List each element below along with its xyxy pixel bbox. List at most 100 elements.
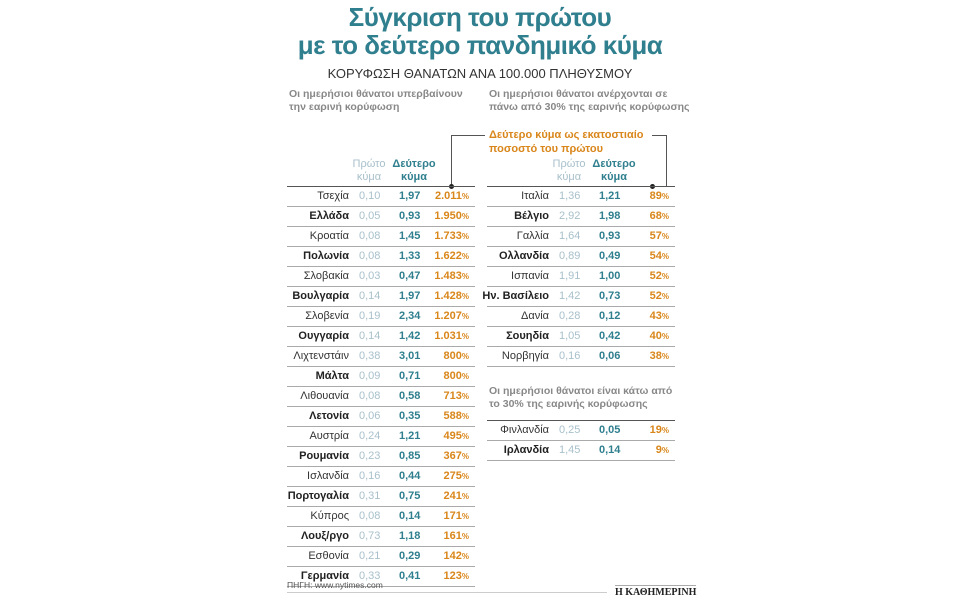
table-row: Ιρλανδία 1,45 0,14 9%: [487, 441, 675, 461]
percent-number: 1.483: [434, 270, 462, 282]
group-label-1-line2: την εαρινή κορύφωση: [289, 101, 400, 113]
second-wave-value: 0,12: [599, 310, 621, 322]
first-wave-value: 2,92: [559, 210, 581, 222]
percent-value: 1.428%: [434, 290, 469, 302]
first-wave-value: 1,42: [559, 290, 581, 302]
percent-number: 1.428: [434, 290, 462, 302]
percent-sign: %: [461, 532, 469, 541]
country-name: Κροατία: [309, 230, 349, 242]
percent-number: 19: [649, 424, 662, 436]
first-wave-value: 0,28: [559, 310, 581, 322]
percent-value: 89%: [650, 190, 669, 202]
second-wave-value: 3,01: [399, 350, 421, 362]
percent-value: 275%: [444, 470, 469, 482]
table-row: Ολλανδία 0,89 0,49 54%: [487, 247, 675, 267]
table-row: Νορβηγία 0,16 0,06 38%: [487, 347, 675, 367]
second-wave-value: 1,00: [599, 270, 621, 282]
footer-divider: [287, 592, 607, 593]
table-row: Μάλτα 0,09 0,71 800%: [287, 367, 475, 387]
country-name: Πορτογαλία: [287, 490, 349, 502]
country-name: Ουγγαρία: [298, 330, 349, 342]
percent-number: 1.950: [434, 210, 462, 222]
table-row: Ισλανδία 0,16 0,44 275%: [287, 467, 475, 487]
country-name: Φινλανδία: [500, 424, 549, 436]
table-row: Ην. Βασίλειο 1,42 0,73 52%: [482, 287, 675, 307]
country-name: Λετονία: [309, 410, 349, 422]
percent-number: 142: [443, 550, 462, 562]
header-first-wave-left: Πρώτο κύμα: [352, 158, 386, 183]
first-wave-value: 0,24: [359, 430, 381, 442]
percent-value: 588%: [444, 410, 469, 422]
percent-value: 38%: [650, 350, 669, 362]
table-row: Γαλλία 1,64 0,93 57%: [487, 227, 675, 247]
percent-number: 171: [443, 510, 462, 522]
header-second-wave-left: Δεύτερο κύμα: [392, 158, 436, 183]
first-wave-value: 0,08: [359, 390, 381, 402]
country-name: Λιθουανία: [300, 390, 349, 402]
percent-number: 713: [443, 390, 462, 402]
second-wave-value: 0,05: [599, 424, 621, 436]
percent-value: 2.011%: [435, 190, 469, 202]
second-wave-value: 0,85: [399, 450, 421, 462]
group-label-3-line1: Οι ημερήσιοι θάνατοι είναι κάτω από: [489, 385, 673, 397]
country-name: Τσεχία: [317, 190, 349, 202]
country-name: Ιρλανδία: [503, 444, 549, 456]
percent-sign: %: [661, 426, 669, 435]
table-row: Ρουμανία 0,23 0,85 367%: [287, 447, 475, 467]
first-wave-value: 0,16: [559, 350, 581, 362]
country-name: Ολλανδία: [498, 250, 549, 262]
percent-number: 241: [443, 490, 462, 502]
second-wave-value: 0,73: [599, 290, 621, 302]
percent-number: 68: [649, 210, 662, 222]
percent-sign: %: [461, 572, 469, 581]
second-wave-value: 0,14: [599, 444, 621, 456]
first-wave-value: 0,33: [359, 570, 381, 582]
percent-sign: %: [461, 452, 469, 461]
table-row: Λιθουανία 0,08 0,58 713%: [287, 387, 475, 407]
percent-sign: %: [661, 292, 669, 301]
percent-value: 43%: [650, 310, 669, 322]
percent-value: 142%: [444, 550, 469, 562]
table-row: Λιχτενστάιν 0,38 3,01 800%: [287, 347, 475, 367]
first-wave-value: 1,91: [559, 270, 581, 282]
percent-value: 1.950%: [434, 210, 469, 222]
percent-sign: %: [461, 272, 469, 281]
percent-sign: %: [461, 192, 469, 201]
first-wave-value: 0,09: [359, 370, 381, 382]
second-wave-value: 0,14: [399, 510, 421, 522]
percent-number: 275: [443, 470, 462, 482]
table-below-30-percent: Φινλανδία 0,25 0,05 19% Ιρλανδία 1,45 0,14 9%: [487, 420, 675, 461]
percent-value: 367%: [444, 450, 469, 462]
percent-sign: %: [461, 472, 469, 481]
percent-sign: %: [461, 212, 469, 221]
percent-number: 1.031: [434, 330, 462, 342]
percent-value: 161%: [444, 530, 469, 542]
title-line-2: με το δεύτερο πανδημικό κύμα: [297, 30, 663, 60]
table-row: Λετονία 0,06 0,35 588%: [287, 407, 475, 427]
table-above-spring-peak: Τσεχία 0,10 1,97 2.011% Ελλάδα 0,05 0,93 1.950%…: [287, 186, 475, 587]
percent-value: 1.483%: [434, 270, 469, 282]
percent-number: 1.733: [434, 230, 462, 242]
group-label-3-line2: το 30% της εαρινής κορύφωσης: [489, 398, 648, 410]
percent-sign: %: [661, 232, 669, 241]
percent-value: 241%: [444, 490, 469, 502]
second-wave-value: 0,93: [599, 230, 621, 242]
percent-sign: %: [461, 252, 469, 261]
table-row: Γερμανία 0,33 0,41 123%: [287, 567, 475, 587]
percent-value: 1.207%: [434, 310, 469, 322]
country-name: Ην. Βασίλειο: [482, 290, 549, 302]
second-wave-value: 1,98: [599, 210, 621, 222]
country-name: Νορβηγία: [501, 350, 549, 362]
percent-sign: %: [461, 512, 469, 521]
publisher-logo: Η ΚΑΘΗΜΕΡΙΝΗ: [615, 585, 697, 598]
percent-sign: %: [461, 312, 469, 321]
percent-sign: %: [461, 552, 469, 561]
second-wave-value: 0,49: [599, 250, 621, 262]
percent-value: 171%: [444, 510, 469, 522]
percent-sign: %: [461, 232, 469, 241]
percent-number: 1.207: [434, 310, 462, 322]
first-wave-value: 0,38: [359, 350, 381, 362]
country-name: Πολωνία: [303, 250, 349, 262]
first-wave-value: 0,14: [359, 290, 381, 302]
table-row: Ισπανία 1,91 1,00 52%: [487, 267, 675, 287]
